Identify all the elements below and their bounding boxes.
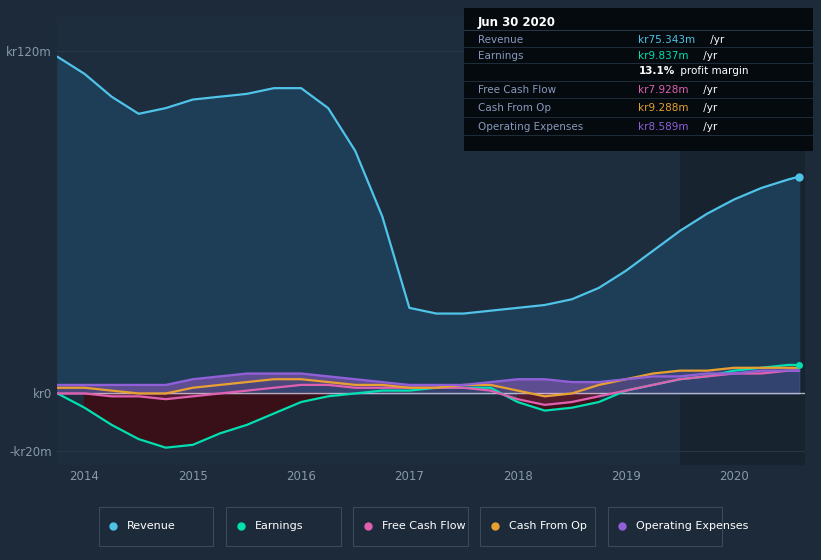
Text: Operating Expenses: Operating Expenses bbox=[636, 521, 749, 531]
Text: kr75.343m: kr75.343m bbox=[639, 35, 695, 45]
Text: Revenue: Revenue bbox=[127, 521, 176, 531]
Text: Cash From Op: Cash From Op bbox=[509, 521, 587, 531]
Text: kr7.928m: kr7.928m bbox=[639, 85, 689, 95]
Text: Earnings: Earnings bbox=[478, 50, 523, 60]
Text: Jun 30 2020: Jun 30 2020 bbox=[478, 16, 556, 29]
Text: Free Cash Flow: Free Cash Flow bbox=[382, 521, 466, 531]
Text: /yr: /yr bbox=[708, 35, 725, 45]
Text: /yr: /yr bbox=[699, 122, 717, 132]
Bar bbox=[680, 17, 821, 465]
Text: Free Cash Flow: Free Cash Flow bbox=[478, 85, 556, 95]
Text: /yr: /yr bbox=[699, 104, 717, 113]
Text: /yr: /yr bbox=[699, 50, 717, 60]
Text: profit margin: profit margin bbox=[677, 66, 748, 76]
Text: 13.1%: 13.1% bbox=[639, 66, 675, 76]
Text: kr8.589m: kr8.589m bbox=[639, 122, 689, 132]
Text: /yr: /yr bbox=[699, 85, 717, 95]
Text: kr9.837m: kr9.837m bbox=[639, 50, 689, 60]
Text: Earnings: Earnings bbox=[255, 521, 303, 531]
Text: Revenue: Revenue bbox=[478, 35, 523, 45]
Text: kr9.288m: kr9.288m bbox=[639, 104, 689, 113]
Text: Cash From Op: Cash From Op bbox=[478, 104, 551, 113]
Text: Operating Expenses: Operating Expenses bbox=[478, 122, 583, 132]
